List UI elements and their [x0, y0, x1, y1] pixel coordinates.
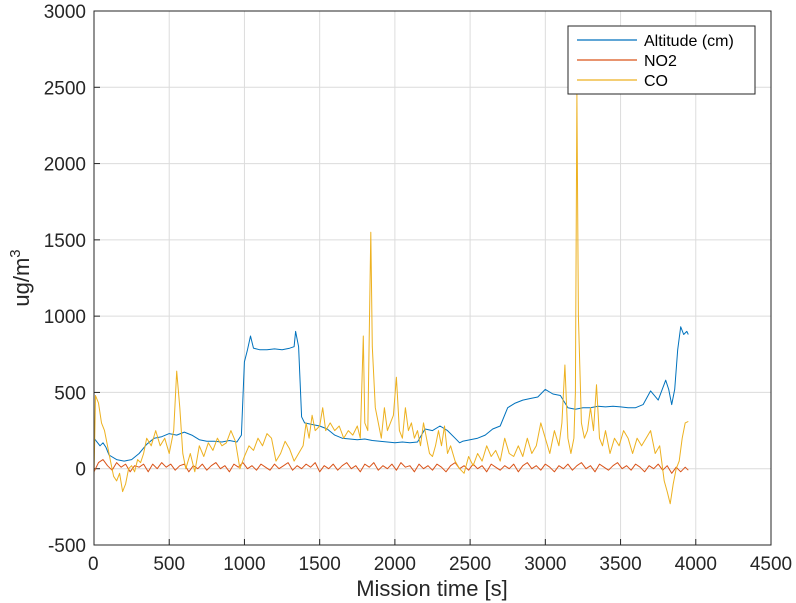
- legend: Altitude (cm) NO2 CO: [567, 25, 756, 95]
- y-tick-label: 500: [54, 383, 86, 404]
- y-tick-label: 2000: [44, 155, 86, 176]
- series-line-co: [93, 94, 689, 505]
- x-tick-label: 3500: [599, 554, 641, 575]
- x-tick-label: 4500: [750, 554, 792, 575]
- x-tick-label: 3000: [524, 554, 566, 575]
- y-tick-labels: -500 0 500 1000 1500 2000 2500 3000: [44, 2, 86, 557]
- x-tick-label: 500: [153, 554, 185, 575]
- y-tick-label: 3000: [44, 2, 86, 23]
- legend-entry-altitude: Altitude (cm): [644, 33, 734, 50]
- x-tick-label: 2000: [374, 554, 416, 575]
- y-tick-label: 1500: [44, 231, 86, 252]
- x-tick-label: 2500: [449, 554, 491, 575]
- grid-lines: [93, 10, 772, 546]
- legend-entry-no2: NO2: [644, 53, 677, 70]
- series-lines: [93, 94, 689, 505]
- y-axis-label-base: ug/m: [9, 258, 34, 307]
- x-tick-label: 0: [88, 554, 99, 575]
- y-tick-label: 1000: [44, 307, 86, 328]
- y-axis-label: ug/m3: [7, 249, 34, 306]
- y-tick-label: -500: [48, 536, 86, 557]
- series-line-no2: [93, 459, 689, 474]
- y-tick-label: 2500: [44, 78, 86, 99]
- x-tick-label: 1000: [223, 554, 265, 575]
- series-line-altitude-cm: [93, 326, 689, 462]
- x-axis-label: Mission time [s]: [356, 576, 508, 601]
- y-tick-label: 0: [75, 460, 86, 481]
- x-tick-label: 1500: [299, 554, 341, 575]
- y-axis-label-superscript: 3: [7, 249, 24, 257]
- x-tick-labels: 0 500 1000 1500 2000 2500 3000 3500 4000 4500: [88, 554, 792, 575]
- legend-entry-co: CO: [644, 73, 668, 90]
- plot-frame: [93, 10, 772, 546]
- x-tick-label: 4000: [675, 554, 717, 575]
